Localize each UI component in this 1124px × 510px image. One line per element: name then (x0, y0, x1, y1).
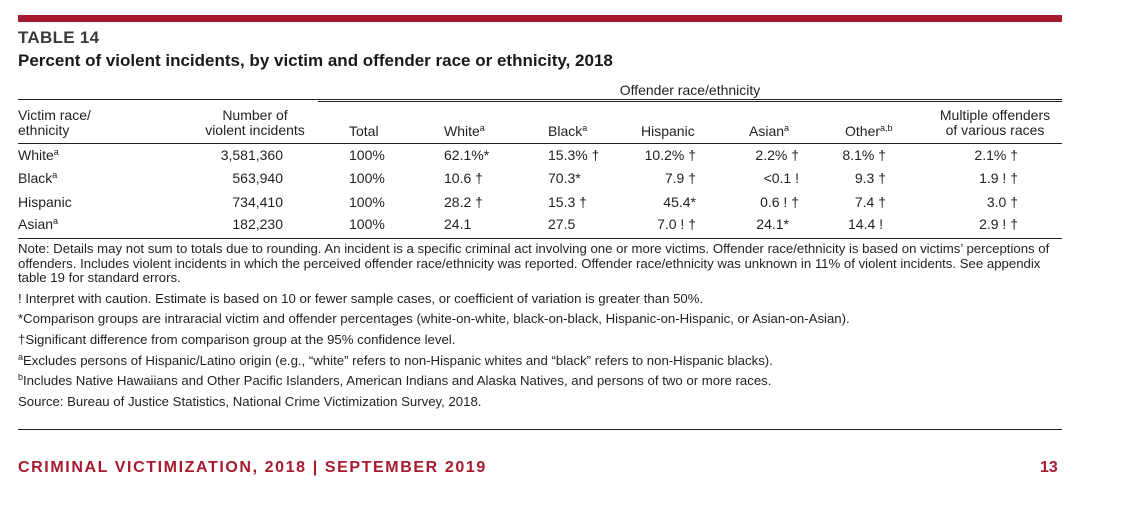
header-other: Othera,b (845, 124, 893, 139)
header-white: Whitea (444, 124, 485, 139)
cell-total: 100% (349, 216, 385, 232)
cell-number: 563,940 (232, 170, 283, 186)
cell-hispanic: 7.9 † (664, 170, 696, 186)
header-number-line2: violent incidents (205, 122, 305, 138)
cell-multiple: 3.0 † (986, 194, 1018, 210)
title-rule (18, 99, 1062, 100)
header-rule (18, 143, 1062, 144)
spanner-offender-race: Offender race/ethnicity (619, 82, 761, 98)
victim-label: Asian (18, 216, 54, 232)
cell-multiple: 2.1% † (974, 147, 1018, 163)
cell-other: 9.3 † (854, 170, 886, 186)
cell-asian: 24.1* (756, 216, 789, 232)
footnote-a-text: Excludes persons of Hispanic/Latino orig… (23, 352, 773, 368)
header-number: Number of violent incidents (190, 108, 320, 138)
note-text: Note: Details may not sum to totals due … (18, 241, 1050, 286)
cell-asian: 2.2% † (755, 147, 799, 163)
victim-label: White (18, 147, 54, 163)
table-title: Percent of violent incidents, by victim … (18, 51, 613, 70)
header-asian: Asiana (749, 124, 789, 139)
cell-white: 10.6 † (444, 170, 483, 186)
cell-black: 15.3 † (548, 194, 587, 210)
cell-number: 182,230 (232, 216, 283, 232)
cell-hispanic: 10.2% † (644, 147, 696, 163)
header-black: Blacka (548, 124, 587, 139)
cell-black: 27.5 (548, 216, 576, 232)
cell-victim: Blacka (18, 170, 57, 187)
header-victim: Victim race/ ethnicity (18, 108, 91, 138)
footnote-b-marker: b (18, 372, 24, 383)
table-label: TABLE 14 (18, 28, 100, 47)
cell-victim: Asiana (18, 216, 58, 233)
header-asian-sup: a (784, 123, 790, 133)
header-victim-line1: Victim race/ (18, 107, 91, 123)
header-black-label: Black (548, 123, 583, 139)
victim-sup: a (52, 170, 58, 180)
header-black-sup: a (582, 123, 588, 133)
footnote-b: bIncludes Native Hawaiians and Other Pac… (18, 372, 1063, 389)
spanner-rule (318, 101, 1062, 102)
header-multiple-line1: Multiple offenders (939, 107, 1051, 123)
publication-footer: CRIMINAL VICTIMIZATION, 2018 | SEPTEMBER… (18, 459, 487, 476)
victim-label: Hispanic (18, 194, 72, 210)
header-other-sup: a,b (880, 123, 893, 133)
victim-label: Black (18, 170, 53, 186)
header-total: Total (349, 123, 379, 139)
cell-white: 28.2 † (444, 194, 483, 210)
footnote-a: aExcludes persons of Hispanic/Latino ori… (18, 351, 1063, 369)
cell-total: 100% (349, 170, 385, 186)
cell-total: 100% (349, 194, 385, 210)
header-number-line1: Number of (222, 107, 288, 123)
table-notes: Note: Details may not sum to totals due … (18, 241, 1063, 415)
cell-black: 15.3% † (548, 147, 600, 163)
cell-multiple: 2.9 ! † (979, 216, 1018, 232)
comparison-note: *Comparison groups are intraracial victi… (18, 311, 850, 327)
cell-asian: 0.6 ! † (760, 194, 799, 210)
header-asian-label: Asian (749, 123, 785, 139)
header-other-label: Other (845, 123, 881, 139)
footnote-b-text: Includes Native Hawaiians and Other Paci… (23, 373, 772, 389)
table-bottom-rule (18, 238, 1062, 239)
cell-hispanic: 45.4* (663, 194, 696, 210)
notes-bottom-rule (18, 429, 1062, 430)
cell-number: 734,410 (232, 194, 283, 210)
footnote-a-marker: a (18, 351, 24, 362)
header-white-sup: a (479, 123, 485, 133)
cell-white: 62.1%* (444, 147, 490, 163)
cell-other: 7.4 † (854, 194, 886, 210)
header-multiple: Multiple offenders of various races (920, 108, 1070, 138)
significance-note: †Significant difference from comparison … (18, 331, 456, 347)
cell-victim: Hispanic (18, 194, 72, 211)
caution-note: ! Interpret with caution. Estimate is ba… (18, 290, 704, 306)
cell-hispanic: 7.0 ! † (657, 216, 696, 232)
header-multiple-line2: of various races (945, 122, 1045, 138)
source-note: Source: Bureau of Justice Statistics, Na… (18, 393, 482, 409)
top-accent-bar (18, 15, 1062, 22)
cell-black: 70.3* (548, 170, 581, 186)
cell-other: 8.1% † (842, 147, 886, 163)
header-hispanic: Hispanic (641, 123, 695, 139)
header-white-label: White (444, 123, 480, 139)
cell-total: 100% (349, 147, 385, 163)
victim-sup: a (53, 216, 59, 226)
cell-victim: Whitea (18, 147, 59, 164)
cell-asian: <0.1 ! (763, 170, 799, 186)
cell-multiple: 1.9 ! † (979, 170, 1018, 186)
cell-other: 14.4 ! (848, 216, 884, 232)
cell-white: 24.1 (444, 216, 472, 232)
victim-sup: a (53, 147, 59, 157)
cell-number: 3,581,360 (220, 147, 283, 163)
page-number: 13 (1040, 459, 1058, 476)
header-victim-line2: ethnicity (18, 122, 70, 138)
